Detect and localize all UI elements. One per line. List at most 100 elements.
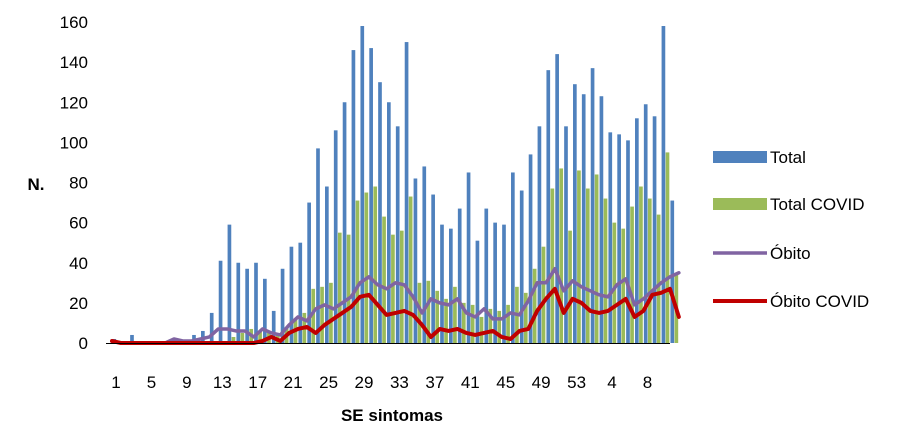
bar-total-covid [417,282,422,343]
bar-total [431,194,435,343]
legend: Total Total COVID Óbito Óbito COVID [713,148,869,311]
y-tick-label: 60 [69,214,88,233]
y-tick-label: 120 [60,93,88,112]
bar-total-covid [647,198,652,343]
bar-total [440,224,444,343]
bar-total [599,96,604,343]
bar-total-covid [479,316,484,343]
bar-total-covid [329,282,333,343]
x-axis-title: SE sintomas [341,406,443,425]
bar-total-covid [568,230,572,343]
bar-total [457,208,462,343]
x-tick-label: 9 [182,373,191,392]
bar-total-covid [488,308,493,343]
bar-total [608,132,613,343]
bar-total [652,116,657,343]
bar-total-covid [258,330,262,343]
x-tick-label: 17 [248,373,267,392]
bar-total-covid [594,174,599,343]
y-tick-label: 140 [60,53,88,72]
bar-total [289,246,294,343]
bar-total-covid [426,280,431,343]
bar-total [626,140,630,343]
bar-total-covid [320,286,324,343]
y-tick-label: 100 [60,133,88,152]
x-tick-label: 45 [496,373,515,392]
bar-total [209,312,214,343]
bar-total-covid [355,200,360,343]
bar-total [333,130,338,343]
bar-total [236,262,241,343]
legend-label-total: Total [770,148,806,167]
bar-total [254,262,258,343]
bar-total [502,224,506,343]
bar-total [670,200,675,343]
bar-total-covid [444,298,448,343]
bar-total-covid [532,268,537,343]
x-tick-label: 29 [355,373,374,392]
bar-total [280,268,285,343]
bar-total-covid [337,232,342,343]
bar-total-covid [585,188,590,343]
bar-total-covid [603,198,608,343]
x-axis-ticks: 1 5 9 13 17 21 25 29 33 37 41 45 49 53 4 8 [111,373,652,392]
bar-total [643,104,648,343]
bar-total-covid [391,234,395,343]
bar-total [130,334,134,343]
bar-total [555,54,559,343]
legend-label-total-covid: Total COVID [770,195,864,214]
bar-total-covid [541,246,546,343]
bar-total [342,102,347,343]
bar-total-covid [550,188,555,343]
legend-swatch-total [713,151,767,163]
bar-total-covid [577,170,581,343]
bar-total [325,186,329,343]
x-tick-label: 8 [643,373,652,392]
bar-total [351,50,356,344]
bar-total-covid [523,292,528,343]
y-tick-label: 160 [60,13,88,32]
bar-total [227,224,232,343]
bar-total [635,118,639,343]
bar-total-covid [382,216,386,343]
bar-total [519,190,524,343]
bar-total-covid [621,228,626,343]
bar-total [590,68,595,344]
bar-total-covid [311,288,316,343]
bar-total [466,172,471,343]
y-tick-label: 0 [79,334,88,353]
bar-total [422,166,427,343]
bar-total [218,260,223,343]
bar-total-covid [346,234,351,343]
bar-total-covid [408,196,413,343]
bar-total [316,148,320,343]
x-tick-label: 37 [425,373,444,392]
y-axis-ticks: 0 20 40 60 80 100 120 140 160 [60,13,88,353]
bar-total-covid [470,304,475,343]
bar-total [298,242,303,343]
y-tick-label: 20 [69,294,88,313]
bar-total-covid [453,286,457,343]
bar-total [528,154,533,343]
y-tick-label: 40 [69,254,88,273]
bar-total [661,26,666,343]
x-tick-label: 33 [390,373,409,392]
bar-total-covid [559,168,564,343]
bar-total [581,94,586,343]
bar-total [564,126,568,343]
legend-label-óbito-covid: Óbito COVID [770,292,869,311]
bar-total-covid [240,332,245,343]
bar-total [413,178,418,343]
bar-total [617,134,621,343]
bar-total [475,240,480,343]
bar-total [369,48,373,344]
bar-total-covid [497,310,502,343]
bar-total [546,70,551,344]
bar-total-covid [630,206,634,343]
line-óbito [110,267,681,345]
bar-total-covid [461,302,466,343]
x-tick-label: 53 [567,373,586,392]
bar-total-covid [399,230,404,343]
x-tick-label: 1 [111,373,120,392]
